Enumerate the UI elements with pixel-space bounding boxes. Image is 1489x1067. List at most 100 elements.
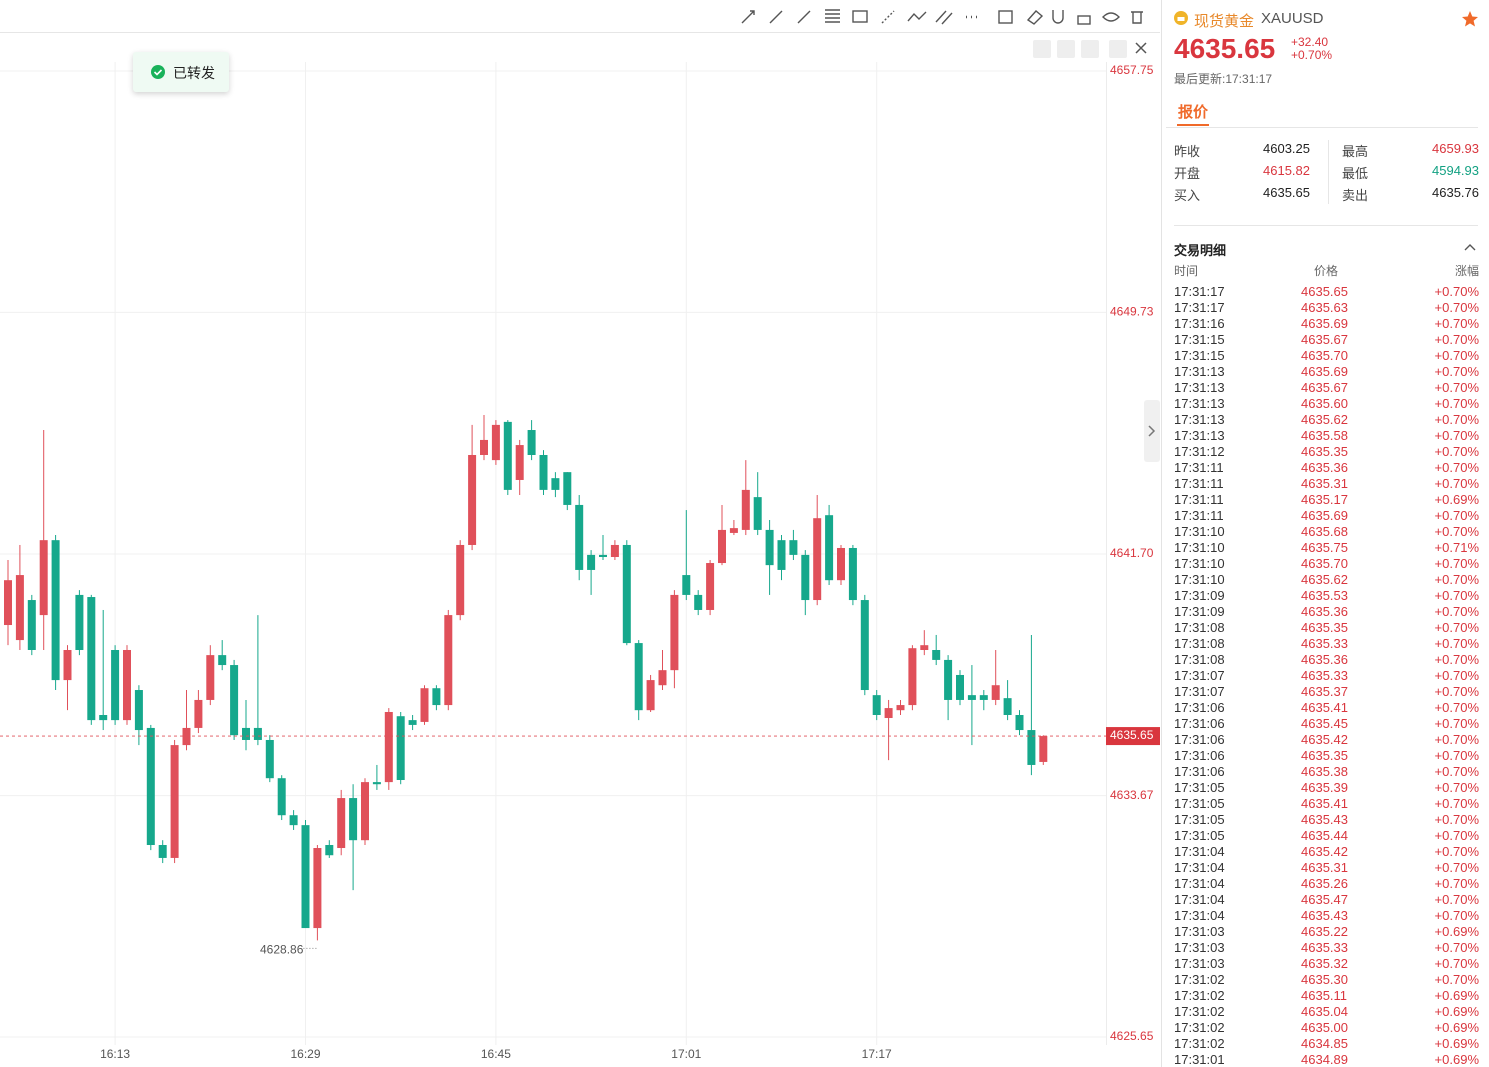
trade-price: 4635.43	[1301, 812, 1348, 827]
candle-body	[170, 745, 179, 858]
y-tick-label: 4633.67	[1110, 788, 1154, 802]
tool-magnet[interactable]	[1052, 10, 1064, 24]
x-tick-label: 17:01	[671, 1047, 701, 1061]
tool-eraser[interactable]	[1026, 10, 1044, 25]
candle-body	[527, 430, 536, 455]
candle-body	[979, 695, 988, 700]
trade-time: 17:31:07	[1174, 684, 1225, 699]
col-header: 涨幅	[1454, 264, 1479, 278]
tool-poly[interactable]	[907, 11, 927, 22]
tab-quote[interactable]: 报价	[1178, 104, 1209, 121]
collapse-bg[interactable]	[1144, 400, 1160, 462]
candle-body	[729, 528, 738, 533]
trade-time: 17:31:03	[1174, 940, 1225, 955]
tool-lock[interactable]	[1077, 15, 1091, 25]
y-tick-label: 4625.65	[1110, 1029, 1154, 1043]
collapse-tab[interactable]	[1144, 400, 1160, 462]
trade-price: 4635.33	[1301, 636, 1348, 651]
trade-price: 4635.69	[1301, 316, 1348, 331]
tool-fib[interactable]	[825, 9, 840, 23]
trade-price: 4635.70	[1301, 556, 1348, 571]
candle-body	[801, 554, 810, 601]
last-price-label: 4635.65	[1110, 728, 1154, 742]
trade-change: +0.69%	[1434, 1020, 1479, 1035]
tool-arrow[interactable]	[741, 10, 755, 24]
col-header: 时间	[1174, 264, 1199, 278]
trade-price: 4635.31	[1301, 476, 1348, 491]
tool-eye[interactable]	[1102, 12, 1120, 22]
candle-body	[158, 845, 167, 858]
tool-dash[interactable]	[881, 10, 895, 24]
trade-change: +0.70%	[1434, 604, 1479, 619]
candle-body	[39, 540, 48, 616]
tool-rect[interactable]	[852, 10, 868, 23]
quote-value: 4603.25	[1263, 141, 1310, 156]
candle-body	[1015, 715, 1024, 731]
candle-body	[396, 716, 405, 781]
trade-price: 4635.35	[1301, 620, 1348, 635]
trade-price: 4635.47	[1301, 892, 1348, 907]
candle-body	[813, 518, 822, 601]
collapse-caret[interactable]	[1464, 242, 1476, 252]
trade-time: 17:31:12	[1174, 444, 1225, 459]
tool-delete[interactable]	[1131, 11, 1143, 24]
candle-body	[944, 659, 953, 700]
trade-time: 17:31:10	[1174, 572, 1225, 587]
ctrl-close[interactable]	[1135, 42, 1147, 54]
candle-body	[920, 645, 929, 650]
trade-time: 17:31:16	[1174, 316, 1225, 331]
trade-price: 4635.33	[1301, 940, 1348, 955]
trade-change: +0.70%	[1434, 876, 1479, 891]
trade-change: +0.70%	[1434, 700, 1479, 715]
last-updated: 最后更新:17:31:17	[1174, 72, 1273, 86]
trade-time: 17:31:01	[1174, 1052, 1225, 1067]
trade-time: 17:31:02	[1174, 1036, 1225, 1051]
quote-value: 4659.93	[1432, 141, 1479, 156]
favorite-star[interactable]	[1461, 10, 1479, 28]
candle-body	[1003, 698, 1012, 715]
candle-body	[218, 655, 227, 666]
candle-body	[1039, 736, 1048, 762]
trade-change: +0.70%	[1434, 332, 1479, 347]
candle-body	[599, 554, 607, 558]
toast: 已转发	[133, 52, 229, 92]
trade-time: 17:31:05	[1174, 796, 1225, 811]
ctrl-4[interactable]	[1109, 40, 1127, 58]
trade-time: 17:31:08	[1174, 620, 1225, 635]
candle-body	[253, 727, 262, 740]
plot: 4625.65 4633.67 4641.70 4649.73 4657.75 16:13…	[0, 62, 1160, 1061]
tool-line[interactable]	[797, 10, 811, 24]
trade-change: +0.70%	[1434, 828, 1479, 843]
trade-price: 4635.69	[1301, 364, 1348, 379]
quote-value: 4635.76	[1432, 185, 1479, 200]
ctrl-1[interactable]	[1033, 40, 1051, 58]
trades-title: 交易明细	[1174, 243, 1227, 258]
candle-body	[432, 688, 441, 706]
candle-body	[670, 594, 679, 671]
instrument-name: 现货黄金	[1194, 13, 1255, 30]
candle-body	[741, 489, 750, 530]
candle-body	[134, 690, 143, 731]
candle-body	[682, 575, 691, 595]
tool-ray[interactable]	[769, 10, 783, 24]
tool-channel[interactable]	[935, 10, 953, 25]
collapse-icon[interactable]	[1148, 425, 1156, 437]
trade-time: 17:31:06	[1174, 716, 1225, 731]
quote-label: 卖出	[1342, 188, 1369, 203]
ctrl-2[interactable]	[1057, 40, 1075, 58]
candle-body	[146, 727, 155, 846]
candle-body	[75, 594, 84, 650]
ctrl-3[interactable]	[1081, 40, 1099, 58]
trade-price: 4635.62	[1301, 572, 1348, 587]
candle-body	[372, 782, 381, 785]
trade-price: 4635.39	[1301, 780, 1348, 795]
candle-body	[848, 547, 857, 601]
instrument-symbol: XAUUSD	[1261, 10, 1324, 27]
trade-change: +0.70%	[1434, 556, 1479, 571]
candle-body	[491, 424, 500, 461]
tool-note[interactable]	[998, 10, 1013, 24]
trade-change: +0.70%	[1434, 652, 1479, 667]
trade-time: 17:31:03	[1174, 956, 1225, 971]
candle-body	[123, 649, 131, 721]
trade-price: 4635.58	[1301, 428, 1348, 443]
